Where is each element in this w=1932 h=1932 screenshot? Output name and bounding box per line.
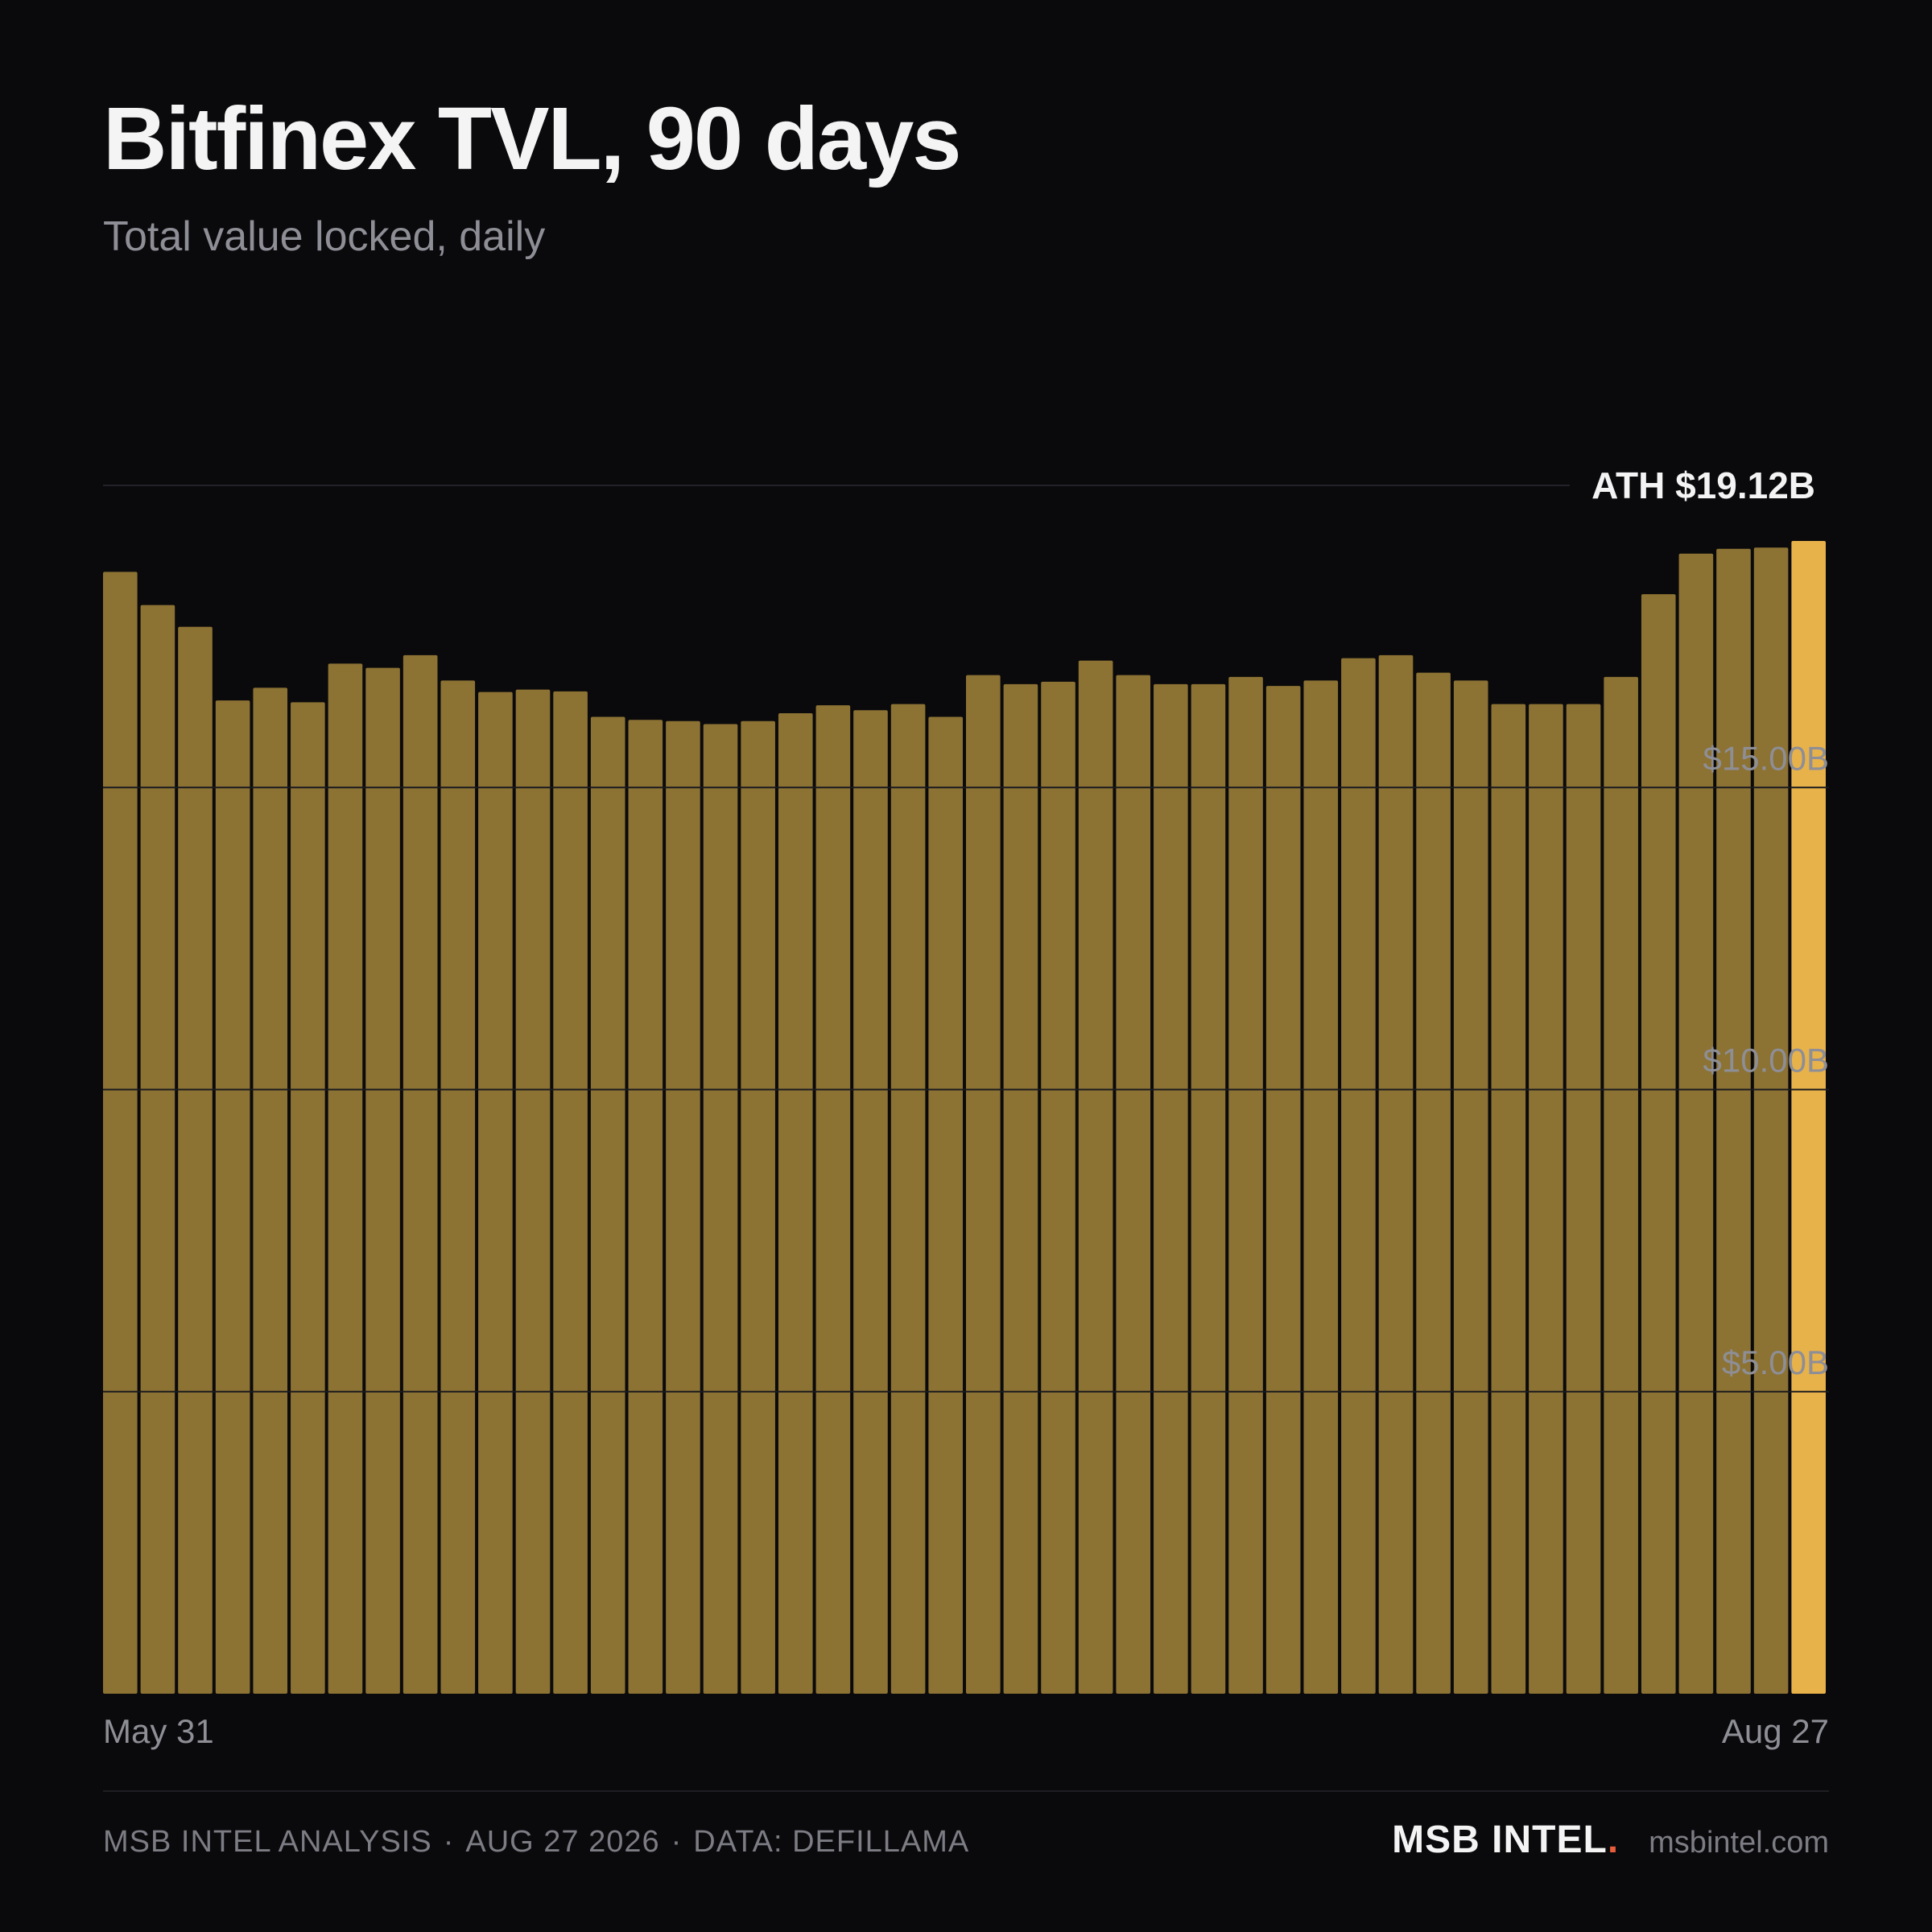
bar — [1566, 704, 1601, 1695]
y-tick-label: $15.00B — [1703, 739, 1829, 777]
bar — [1753, 547, 1789, 1694]
bar — [1041, 681, 1075, 1695]
bar — [703, 724, 738, 1695]
bar — [1641, 594, 1676, 1694]
x-axis-end-label: Aug 27 — [1721, 1712, 1829, 1750]
bar — [1003, 683, 1038, 1695]
bar — [215, 700, 250, 1695]
bar — [1341, 658, 1376, 1694]
footer-separator: · — [443, 1825, 455, 1859]
bar — [515, 689, 551, 1695]
bar — [1078, 660, 1113, 1694]
bar — [478, 691, 513, 1695]
footer-analysis-label: MSB INTEL ANALYSIS — [103, 1825, 432, 1859]
y-tick-label: $10.00B — [1703, 1042, 1829, 1080]
footer-source-line: MSB INTEL ANALYSIS · AUG 27 2026 · DATA: DEF… — [103, 1827, 969, 1857]
bar — [778, 712, 813, 1695]
bar — [628, 720, 663, 1695]
bar — [853, 710, 888, 1695]
brand-url[interactable]: msbintel.com — [1649, 1826, 1829, 1860]
footer-date: AUG 27 2026 — [465, 1825, 660, 1859]
y-tick-label: $5.00B — [1722, 1344, 1829, 1381]
brand-logo-dot: . — [1607, 1818, 1619, 1861]
bar — [291, 702, 325, 1695]
bar — [815, 705, 851, 1695]
footer-separator: · — [671, 1825, 683, 1859]
bar — [178, 626, 213, 1694]
footer-data-source: DATA: DEFILLAMA — [693, 1825, 970, 1859]
bar — [1604, 676, 1638, 1695]
bar — [741, 720, 775, 1695]
bar — [1303, 680, 1339, 1695]
bars — [103, 541, 1826, 1695]
bar — [1228, 676, 1263, 1695]
bar — [553, 691, 588, 1695]
bar — [328, 663, 363, 1694]
bar — [1154, 683, 1188, 1695]
bar — [1265, 686, 1301, 1695]
bar — [440, 680, 476, 1695]
bar — [1491, 704, 1526, 1695]
bar — [928, 716, 963, 1695]
ath-annotation: ATH $19.12B — [103, 464, 1815, 506]
x-axis-start-label: May 31 — [103, 1712, 214, 1750]
bar — [1529, 704, 1563, 1695]
bar-latest — [1791, 541, 1826, 1694]
brand-logo-text: MSB INTEL — [1392, 1818, 1608, 1861]
bar — [966, 675, 1001, 1695]
bar — [402, 654, 438, 1694]
chart-title: Bitfinex TVL, 90 days — [103, 89, 961, 188]
bar — [103, 572, 138, 1694]
bar — [666, 720, 700, 1695]
bar — [1116, 675, 1151, 1695]
bar — [590, 716, 625, 1695]
bar — [140, 605, 175, 1694]
bar — [1191, 683, 1226, 1695]
y-tick-labels: $5.00B $10.00B $15.00B — [103, 739, 1829, 1393]
bar — [1416, 672, 1451, 1694]
bar — [1378, 654, 1414, 1694]
bar — [1453, 680, 1488, 1695]
footer-divider — [103, 1790, 1829, 1792]
bar — [253, 687, 288, 1695]
chart-subtitle: Total value locked, daily — [103, 213, 546, 260]
brand-block: MSB INTEL. msbintel.com — [1392, 1821, 1829, 1860]
bar — [890, 704, 926, 1695]
bar — [1678, 553, 1714, 1694]
ath-label: ATH $19.12B — [1591, 464, 1815, 506]
bar — [365, 667, 400, 1694]
bar — [1716, 548, 1751, 1694]
